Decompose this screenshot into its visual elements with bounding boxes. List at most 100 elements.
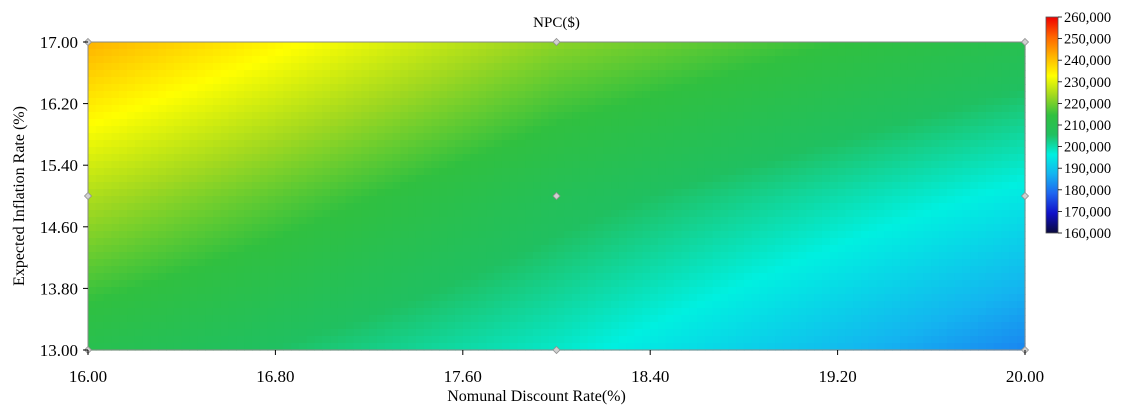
surface-cell	[814, 161, 823, 169]
surface-cell	[259, 91, 269, 99]
surface-cell	[205, 273, 214, 281]
surface-cell	[853, 210, 862, 218]
surface-cell	[369, 315, 378, 323]
surface-cell	[712, 49, 722, 57]
surface-cell	[978, 182, 987, 190]
surface-cell	[728, 245, 737, 253]
surface-cell	[127, 77, 136, 85]
surface-cell	[408, 315, 417, 323]
surface-cell	[244, 189, 253, 197]
surface-cell	[798, 203, 807, 211]
surface-cell	[697, 315, 706, 323]
surface-cell	[775, 112, 784, 120]
surface-cell	[244, 133, 253, 141]
surface-cell	[962, 84, 971, 92]
surface-cell	[970, 126, 979, 134]
surface-cell	[1001, 105, 1010, 113]
surface-cell	[212, 245, 222, 253]
surface-cell	[970, 210, 979, 218]
surface-cell	[501, 322, 511, 330]
surface-cell	[462, 238, 472, 246]
surface-cell	[931, 56, 940, 64]
surface-cell	[212, 42, 222, 50]
surface-cell	[322, 105, 331, 113]
surface-cell	[892, 210, 901, 218]
surface-cell	[946, 217, 956, 225]
surface-cell	[345, 168, 355, 176]
surface-cell	[720, 301, 729, 309]
surface-cell	[892, 252, 901, 260]
surface-cell	[548, 245, 558, 253]
surface-cell	[150, 287, 159, 295]
surface-cell	[743, 301, 753, 309]
surface-cell	[400, 105, 409, 113]
surface-cell	[759, 175, 768, 183]
surface-cell	[954, 182, 964, 190]
surface-cell	[298, 266, 308, 274]
surface-cell	[751, 224, 761, 232]
surface-cell	[790, 315, 800, 323]
surface-cell	[697, 147, 706, 155]
surface-cell	[931, 280, 940, 288]
surface-cell	[423, 70, 433, 78]
surface-cell	[603, 287, 612, 295]
surface-cell	[88, 140, 97, 148]
surface-cell	[689, 77, 698, 85]
surface-cell	[431, 231, 440, 239]
surface-cell	[736, 147, 745, 155]
surface-cell	[494, 266, 503, 274]
surface-cell	[353, 245, 362, 253]
surface-cell	[345, 49, 355, 57]
surface-cell	[376, 154, 386, 162]
surface-cell	[337, 294, 347, 302]
surface-cell	[876, 91, 886, 99]
surface-cell	[322, 189, 331, 197]
surface-cell	[501, 294, 511, 302]
surface-cell	[697, 168, 706, 176]
surface-cell	[181, 329, 191, 337]
surface-cell	[244, 203, 253, 211]
surface-cell	[821, 91, 831, 99]
surface-cell	[767, 301, 776, 309]
surface-cell	[392, 231, 401, 239]
surface-cell	[939, 231, 948, 239]
surface-cell	[494, 182, 503, 190]
surface-cell	[244, 182, 253, 190]
surface-cell	[759, 308, 768, 316]
surface-cell	[993, 161, 1003, 169]
surface-cell	[556, 189, 565, 197]
surface-cell	[384, 182, 394, 190]
surface-cell	[751, 84, 761, 92]
surface-cell	[431, 308, 440, 316]
surface-cell	[697, 210, 706, 218]
surface-cell	[798, 175, 807, 183]
surface-cell	[751, 161, 761, 169]
surface-cell	[415, 63, 425, 71]
surface-cell	[158, 63, 167, 71]
surface-cell	[173, 63, 183, 71]
surface-cell	[751, 308, 761, 316]
surface-cell	[408, 301, 417, 309]
surface-cell	[892, 98, 901, 106]
surface-cell	[712, 217, 722, 225]
surface-cell	[946, 70, 956, 78]
surface-cell	[220, 154, 230, 162]
surface-cell	[978, 63, 987, 71]
surface-cell	[829, 84, 839, 92]
surface-cell	[821, 224, 831, 232]
surface-cell	[853, 273, 862, 281]
surface-cell	[369, 224, 378, 232]
surface-cell	[985, 84, 995, 92]
surface-cell	[978, 210, 987, 218]
surface-cell	[345, 329, 355, 337]
surface-cell	[603, 140, 612, 148]
surface-cell	[572, 105, 581, 113]
surface-cell	[876, 84, 886, 92]
surface-cell	[618, 168, 628, 176]
surface-cell	[611, 189, 620, 197]
surface-cell	[798, 119, 807, 127]
surface-cell	[564, 294, 573, 302]
surface-cell	[470, 329, 480, 337]
surface-cell	[985, 70, 995, 78]
surface-cell	[892, 294, 901, 302]
